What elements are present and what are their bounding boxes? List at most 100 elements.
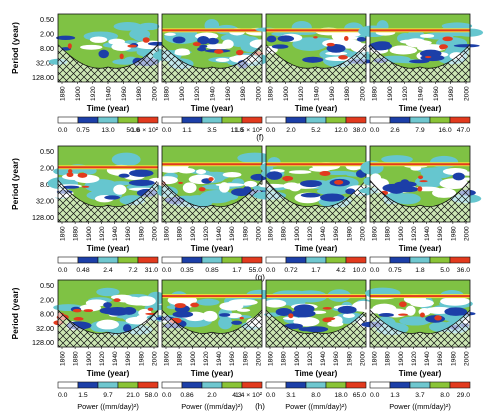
power-region [452,172,465,181]
colorbar: 0.0 0.35 0.85 1.7 55.0 [161,256,263,274]
high-power-spot [83,309,94,313]
x-tick-label: 1960 [437,351,444,366]
power-region [112,59,137,65]
colorbar-tick-label: 3.7 [415,392,425,399]
y-tick-label: 8.00 [40,180,54,189]
high-power-spot [417,186,423,192]
chart-row-g: Period (year)0.502.008.0032.00128.001860… [10,145,483,282]
high-power-spot [214,49,224,54]
colorbar-tick-label: 2.4 [103,267,113,274]
power-region [197,36,210,45]
annual-band-peak [370,29,470,32]
y-tick-label: 2.00 [40,295,54,304]
x-tick-label: 1860 [164,351,171,366]
x-tick-label: 1860 [60,226,67,241]
cone-of-influence-line [265,44,367,69]
colorbar-tick-label: 0.0 [266,392,276,399]
power-region [62,185,80,189]
panel-f-3: 1880 1900 1920 1940 1960 1980 2000 Time (year) 0… [255,13,373,134]
x-tick-label: 1940 [424,351,431,366]
x-tick-label: 1860 [268,351,275,366]
y-tick-label: 8.00 [40,310,54,319]
x-tick-label: 1920 [203,226,210,241]
high-power-spot [313,36,318,39]
colorbar-swatch [97,256,119,264]
x-tick-label: 1900 [86,351,93,366]
high-power-spot [239,316,244,320]
power-region [129,169,154,177]
colorbar-tick-label: 1.5 × 10² [235,127,263,134]
x-tick-label: 1880 [177,226,184,241]
low-power-region [410,166,422,171]
x-tick-label: 1980 [138,226,145,241]
colorbar: 0.0 0.75 1.8 5.0 36.0 [369,256,471,274]
colorbar-tick-label: 7.2 [128,267,138,274]
annual-band-peak [266,29,366,32]
x-tick-label: 1980 [450,351,457,366]
x-tick-label: 1900 [86,226,93,241]
colorbar-swatch [181,381,203,389]
colorbar-swatch [285,381,307,389]
colorbar-tick-label: 8.0 [440,392,450,399]
low-power-region [237,308,251,312]
cone-of-influence-line [369,309,471,334]
power-region [399,316,431,326]
high-power-spot [419,312,425,318]
power-region [243,186,252,192]
cone-of-influence [370,44,470,82]
low-power-region [409,299,434,308]
power-label: Power ((mm/day)²) [285,402,347,411]
colorbar-tick-label: 0.75 [388,267,401,274]
x-tick-label: 1960 [333,226,340,241]
colorbar-swatch [389,381,411,389]
x-tick-label: 1880 [372,86,379,101]
colorbar-swatch [285,116,307,124]
colorbar-tick-label: 0.85 [205,267,218,274]
x-tick-label: 1880 [281,351,288,366]
power-region [304,326,329,333]
y-tick-label: 2.00 [40,30,54,39]
power-region [96,287,120,297]
cone-of-influence-line [369,179,471,207]
colorbar-swatch [181,256,203,264]
power-region [111,152,141,167]
cone-of-influence [162,310,262,347]
colorbar-swatch [97,381,119,389]
colorbar-tick-label: 55.0 [249,267,262,274]
high-power-spot [113,298,121,302]
x-tick-label: 1880 [268,86,275,101]
colorbar-tick-label: 16.0 [438,127,451,134]
power-region [378,313,394,317]
power-region [128,179,155,186]
x-tick-label: 1980 [242,226,249,241]
colorbar-swatch [117,256,139,264]
x-tick-label: 1980 [242,351,249,366]
x-tick-label: 1960 [333,351,340,366]
cone-of-influence [266,310,366,347]
x-tick-label: 1980 [448,86,455,101]
low-power-region [432,188,457,198]
low-power-region [202,310,218,322]
chart-row-f: Period (year)0.502.008.0032.00128.001880… [10,13,484,142]
x-tick-label: 1880 [73,351,80,366]
x-tick-label: 1900 [179,86,186,101]
colorbar-swatch [77,116,99,124]
x-tick-label: 2000 [360,351,367,366]
high-power-spot [319,171,331,176]
cone-of-influence-line [369,44,471,69]
x-tick-label: 1920 [411,351,418,366]
colorbar: 0.0 0.75 13.0 50.01.6 × 10² [57,116,159,134]
x-tick-label: 1940 [424,226,431,241]
high-power-spot [81,185,90,188]
colorbar-tick-label: 0.0 [58,127,68,134]
colorbar-swatch [345,256,367,264]
x-tick-label: 1880 [164,86,171,101]
x-axis-label: Time (year) [295,369,338,378]
panel-frame [369,279,471,348]
high-power-spot [142,37,150,43]
colorbar-tick-label: 0.0 [162,127,172,134]
power-label: Power ((mm/day)²) [77,402,139,411]
x-tick-label: 1980 [136,86,143,101]
power-region [300,192,321,198]
low-power-region [219,301,244,311]
